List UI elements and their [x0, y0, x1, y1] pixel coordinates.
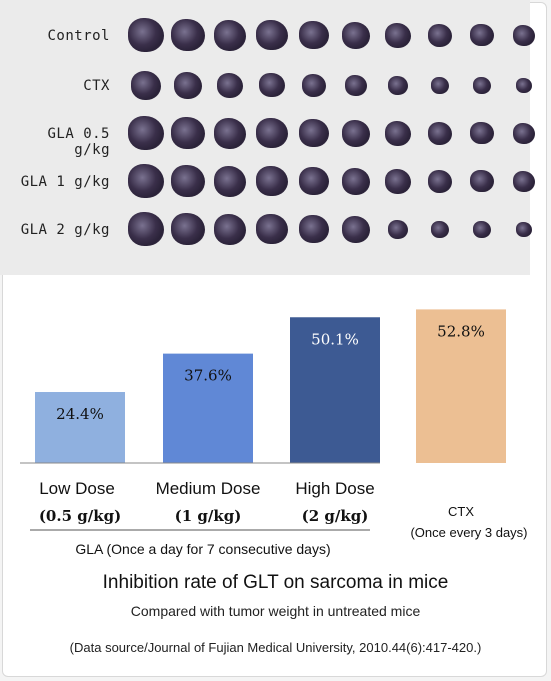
specimen-row-label: Control: [47, 28, 110, 44]
tumor-specimen: [470, 24, 494, 47]
dose-label: (0.5 g/kg): [39, 507, 121, 525]
category-label: Medium Dose: [156, 479, 261, 498]
tumor-specimen: [128, 18, 164, 53]
tumor-specimen: [430, 220, 450, 239]
tumor-specimen: [170, 212, 206, 246]
tumor-specimen: [131, 71, 161, 100]
tumor-specimen: [516, 222, 532, 237]
tumor-specimen: [259, 73, 285, 98]
tumor-specimen: [299, 215, 329, 244]
tumor-specimen: [342, 22, 370, 49]
tumor-specimen: [513, 123, 535, 144]
tumor-specimen: [128, 116, 164, 151]
specimen-row-label: GLA 2 g/kg: [20, 222, 110, 238]
tumor-specimen: [213, 213, 247, 245]
tumor-specimen: [213, 117, 247, 149]
chart-subtitle: Compared with tumor weight in untreated …: [130, 603, 421, 619]
bar-value-label: 52.8%: [437, 322, 485, 340]
dose-label: (1 g/kg): [175, 507, 242, 525]
tumor-specimen: [342, 216, 370, 243]
tumor-specimen: [387, 75, 409, 96]
tumor-specimen: [173, 71, 203, 99]
data-source-note: (Data source/Journal of Fujian Medical U…: [69, 640, 482, 655]
bar: [35, 392, 125, 463]
tumor-specimen: [384, 120, 412, 146]
tumor-specimen: [427, 121, 453, 146]
tumor-specimen: [256, 166, 288, 197]
tumor-specimen: [170, 164, 206, 198]
tumor-specimen: [128, 164, 164, 199]
chart-title: Inhibition rate of GLT on sarcoma in mic…: [102, 572, 449, 593]
tumor-specimen: [256, 118, 288, 149]
tumor-specimen: [470, 170, 494, 193]
tumor-specimen: [213, 19, 247, 51]
tumor-specimen: [299, 119, 329, 148]
bar: [290, 317, 380, 463]
tumor-specimen: [299, 167, 329, 196]
tumor-specimen: [473, 221, 491, 238]
tumor-specimen: [473, 77, 491, 94]
tumor-specimen-photo: Control CTX GLA 0.5 g/kg GLA 1 g/kg GLA 2 g/…: [0, 0, 535, 275]
tumor-specimen: [516, 78, 532, 93]
tumor-specimen: [170, 18, 206, 52]
tumor-specimen: [342, 168, 370, 195]
bar-value-label: 50.1%: [311, 330, 359, 348]
specimen-row-label: CTX: [83, 78, 110, 94]
tumor-specimen: [384, 22, 412, 48]
tumor-specimen: [128, 212, 164, 247]
category-label: Low Dose: [39, 479, 115, 498]
tumor-specimen: [256, 20, 288, 51]
tumor-specimen: [513, 25, 535, 46]
dose-label: (Once every 3 days): [410, 525, 527, 540]
tumor-specimen: [256, 214, 288, 245]
bar: [416, 309, 506, 463]
specimen-row-label: GLA 0.5 g/kg: [47, 126, 110, 158]
tumor-specimen: [302, 74, 326, 97]
category-label: High Dose: [295, 479, 374, 498]
tumor-specimen: [427, 169, 453, 194]
inhibition-bar-chart: 24.4% 37.6% 50.1% 52.8% Low Dose (0.5 g/kg) Me…: [20, 309, 528, 557]
tumor-specimen: [342, 120, 370, 147]
specimen-row-label: GLA 1 g/kg: [20, 174, 110, 190]
tumor-specimen: [299, 21, 329, 50]
bar-value-label: 37.6%: [184, 367, 232, 385]
tumor-specimen: [470, 122, 494, 145]
tumor-specimen: [513, 171, 535, 192]
tumor-specimen: [345, 75, 367, 96]
tumor-specimen: [384, 168, 412, 194]
tumor-specimen: [170, 116, 206, 150]
tumor-specimen: [213, 165, 247, 197]
tumor-specimen: [430, 76, 450, 95]
bar: [163, 353, 253, 463]
tumor-specimen: [387, 219, 409, 240]
group-label: GLA (Once a day for 7 consecutive days): [75, 541, 330, 557]
category-label: CTX: [448, 504, 474, 519]
tumor-specimen: [216, 72, 244, 99]
tumor-specimen: [427, 23, 453, 48]
dose-label: (2 g/kg): [302, 507, 369, 525]
bar-value-label: 24.4%: [56, 405, 104, 423]
